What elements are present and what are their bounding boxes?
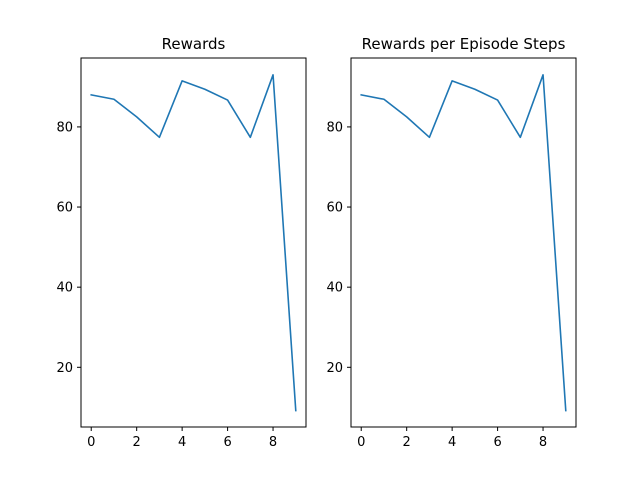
x-tick-label: 8: [539, 435, 547, 450]
x-tick-label: 2: [133, 435, 141, 450]
rewards-per-episode-steps-chart: 0 2 4 6 8 20 40 60 80 Rewards per Episode Steps: [326, 35, 577, 450]
y-tick-label: 80: [326, 120, 343, 135]
chart-title: Rewards: [162, 35, 226, 53]
y-tick-label: 20: [326, 361, 343, 376]
x-tick-label: 0: [87, 435, 95, 450]
chart-title: Rewards per Episode Steps: [362, 35, 566, 53]
series-line-0: [90, 74, 297, 412]
rewards-chart: 0 2 4 6 8 20 40 60 80 Rewards: [56, 35, 307, 450]
y-tick-label: 60: [326, 201, 343, 216]
x-tick-label: 4: [178, 435, 186, 450]
series-line-0: [360, 74, 567, 412]
y-tick-label: 80: [56, 120, 73, 135]
x-tick-label: 6: [493, 435, 501, 450]
y-tick-label: 40: [326, 281, 343, 296]
y-tick-label: 40: [56, 281, 73, 296]
axes-frame: [80, 57, 307, 428]
axes-frame: [350, 57, 577, 428]
x-tick-label: 4: [448, 435, 456, 450]
y-tick-label: 60: [56, 201, 73, 216]
x-tick-label: 2: [403, 435, 411, 450]
x-tick-label: 0: [357, 435, 365, 450]
x-tick-label: 6: [223, 435, 231, 450]
x-tick-label: 8: [269, 435, 277, 450]
y-tick-label: 20: [56, 361, 73, 376]
